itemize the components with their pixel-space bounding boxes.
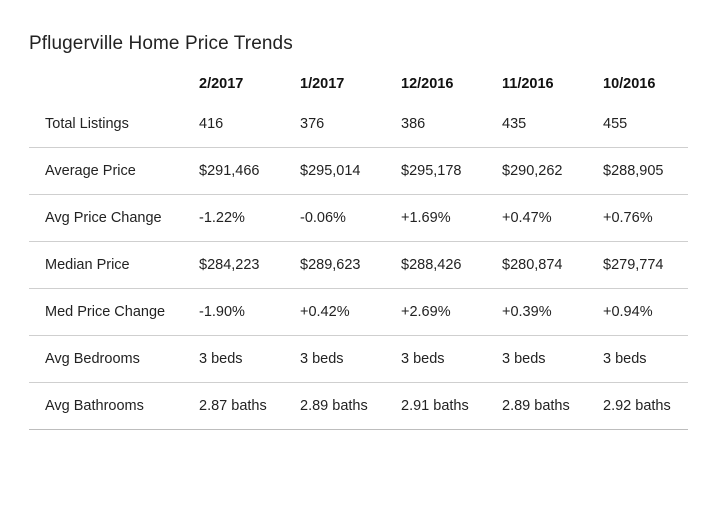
row-label: Median Price <box>29 241 199 289</box>
table-cell: 3 beds <box>199 335 300 383</box>
table-cell: -1.22% <box>199 194 300 242</box>
table-cell: 455 <box>603 110 688 148</box>
table-cell: +0.76% <box>603 194 688 242</box>
table-cell: $288,426 <box>401 241 502 289</box>
table-cell: -1.90% <box>199 288 300 336</box>
table-cell: 376 <box>300 110 401 148</box>
header-empty-cell <box>29 76 199 110</box>
table-cell: $295,178 <box>401 147 502 195</box>
table-cell: 3 beds <box>603 335 688 383</box>
column-header: 12/2016 <box>401 76 454 92</box>
table-row-median-price: Median Price $284,223 $289,623 $288,426 … <box>29 241 688 289</box>
table-row-total-listings: Total Listings 416 376 386 435 455 <box>29 110 688 148</box>
row-label: Avg Bathrooms <box>29 382 199 430</box>
table-cell: +0.94% <box>603 288 688 336</box>
table-row-med-price-change: Med Price Change -1.90% +0.42% +2.69% +0… <box>29 288 688 336</box>
table-cell: 2.89 baths <box>300 382 401 430</box>
table-cell: $284,223 <box>199 241 300 289</box>
table-row-avg-bedrooms: Avg Bedrooms 3 beds 3 beds 3 beds 3 beds… <box>29 335 688 383</box>
column-header: 2/2017 <box>199 76 244 92</box>
table-cell: 435 <box>502 110 603 148</box>
table-cell: +1.69% <box>401 194 502 242</box>
table-row-avg-price-change: Avg Price Change -1.22% -0.06% +1.69% +0… <box>29 194 688 242</box>
column-header: 11/2016 <box>502 76 554 92</box>
table-cell: $290,262 <box>502 147 603 195</box>
price-trends-table: 2/2017 1/2017 12/2016 11/2016 10/2016 To… <box>29 76 688 430</box>
table-cell: 386 <box>401 110 502 148</box>
row-label: Avg Price Change <box>29 194 199 242</box>
row-label: Avg Bedrooms <box>29 335 199 383</box>
column-header: 1/2017 <box>300 76 345 92</box>
row-label: Total Listings <box>29 110 199 148</box>
table-cell: $288,905 <box>603 147 688 195</box>
table-cell: $295,014 <box>300 147 401 195</box>
table-header-row: 2/2017 1/2017 12/2016 11/2016 10/2016 <box>29 76 688 110</box>
table-row-avg-bathrooms: Avg Bathrooms 2.87 baths 2.89 baths 2.91… <box>29 382 688 430</box>
table-cell: $289,623 <box>300 241 401 289</box>
column-header: 10/2016 <box>603 76 656 92</box>
table-cell: $280,874 <box>502 241 603 289</box>
table-cell: 2.92 baths <box>603 382 688 430</box>
table-cell: 3 beds <box>502 335 603 383</box>
table-cell: 2.91 baths <box>401 382 502 430</box>
row-label: Med Price Change <box>29 288 199 336</box>
table-cell: $291,466 <box>199 147 300 195</box>
table-cell: -0.06% <box>300 194 401 242</box>
table-cell: +0.42% <box>300 288 401 336</box>
table-cell: 2.87 baths <box>199 382 300 430</box>
table-cell: 2.89 baths <box>502 382 603 430</box>
table-cell: +0.39% <box>502 288 603 336</box>
page-title: Pflugerville Home Price Trends <box>29 33 293 54</box>
price-trends-section: Pflugerville Home Price Trends 2/2017 1/… <box>29 30 688 430</box>
table-row-average-price: Average Price $291,466 $295,014 $295,178… <box>29 147 688 195</box>
table-cell: 416 <box>199 110 300 148</box>
table-cell: 3 beds <box>401 335 502 383</box>
table-cell: 3 beds <box>300 335 401 383</box>
row-label: Average Price <box>29 147 199 195</box>
table-cell: +2.69% <box>401 288 502 336</box>
table-cell: $279,774 <box>603 241 688 289</box>
table-cell: +0.47% <box>502 194 603 242</box>
